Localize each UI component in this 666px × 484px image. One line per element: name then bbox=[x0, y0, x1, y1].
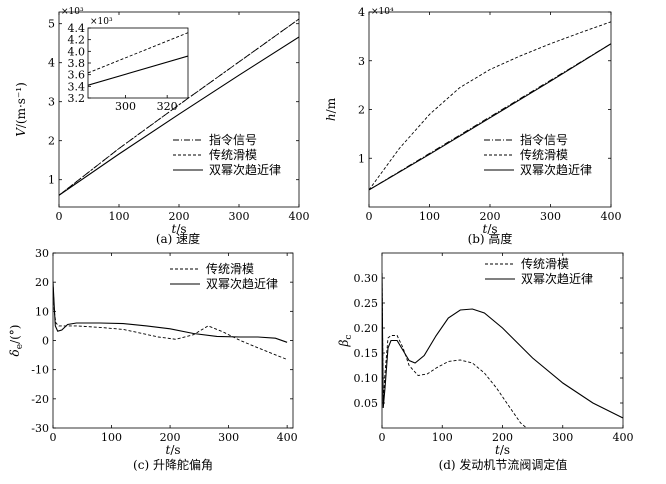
x-tick-label: 0 bbox=[50, 431, 57, 444]
inset-y-tick-label: 4.0 bbox=[68, 45, 86, 58]
x-axis-label: t/s bbox=[495, 443, 510, 457]
inset-y-tick-label: 3.4 bbox=[68, 80, 86, 93]
x-tick-label: 100 bbox=[109, 210, 130, 223]
chart-panel-c: 0 100 200 300 400 -30 -20 -10 0 10 20 30 t/s δe/(°) (c… bbox=[8, 247, 298, 472]
y-tick-label: -30 bbox=[31, 422, 49, 435]
x-tick-label: 0 bbox=[379, 431, 386, 444]
y-tick-label: 0.30 bbox=[354, 272, 379, 285]
x-tick-label: 0 bbox=[366, 210, 373, 223]
series-line bbox=[88, 32, 188, 74]
y-tick-label: 10 bbox=[35, 305, 49, 318]
axis-multiplier: ×10³ bbox=[61, 7, 84, 17]
series-line bbox=[59, 18, 299, 196]
x-tick-label: 100 bbox=[432, 431, 453, 444]
legend-label: 指令信号 bbox=[520, 132, 568, 147]
y-tick-label: -20 bbox=[31, 393, 49, 406]
x-tick-label: 200 bbox=[492, 431, 513, 444]
y-tick-label: 1 bbox=[358, 152, 365, 165]
chart-caption: (a) 速度 bbox=[156, 231, 200, 246]
x-tick-label: 300 bbox=[218, 431, 239, 444]
x-tick-label: 200 bbox=[169, 210, 190, 223]
x-axis-label: t/s bbox=[171, 222, 186, 236]
y-tick-label: 20 bbox=[35, 276, 49, 289]
legend-label: 双幂次趋近律 bbox=[209, 163, 281, 177]
x-tick-label: 400 bbox=[277, 431, 298, 444]
y-tick-label: 4 bbox=[48, 57, 55, 70]
x-tick-label: 100 bbox=[101, 431, 122, 444]
x-tick-label: 300 bbox=[552, 431, 573, 444]
series-line bbox=[369, 43, 611, 191]
y-tick-label: -10 bbox=[31, 364, 49, 377]
x-tick-label: 400 bbox=[601, 210, 622, 223]
inset-frame bbox=[87, 27, 189, 99]
series-line bbox=[88, 55, 188, 86]
legend-label: 传统滑模 bbox=[521, 256, 569, 271]
inset-multiplier: ×10³ bbox=[90, 17, 113, 27]
y-axis-label: δe/(°) bbox=[8, 325, 25, 357]
y-axis-label: βc bbox=[337, 335, 354, 348]
y-tick-label: 0.15 bbox=[354, 347, 379, 360]
y-tick-label: 30 bbox=[35, 247, 49, 260]
x-tick-label: 100 bbox=[419, 210, 440, 223]
legend-label: 传统滑模 bbox=[206, 261, 254, 276]
inset-y-tick-label: 3.8 bbox=[68, 57, 86, 70]
inset-y-tick-label: 4.4 bbox=[68, 22, 86, 35]
legend-label: 传统滑模 bbox=[520, 147, 568, 162]
chart-caption: (d) 发动机节流阀调定值 bbox=[439, 457, 568, 472]
series-line bbox=[53, 282, 288, 360]
x-tick-label: 400 bbox=[613, 431, 634, 444]
inset-x-tick-label: 300 bbox=[115, 100, 136, 113]
inset-chart: 300 320 3.23.43.63.84.04.24.4 ×10³ bbox=[68, 17, 189, 113]
y-tick-label: 3 bbox=[48, 96, 55, 109]
x-tick-label: 300 bbox=[540, 210, 561, 223]
inset-x-tick-label: 320 bbox=[157, 100, 178, 113]
inset-y-tick-label: 3.2 bbox=[68, 92, 86, 105]
y-tick-label: 0.25 bbox=[354, 297, 379, 310]
chart-panel-a: 0 100 200 300 400 1 2 3 4 5 t/s V/(m·s⁻¹) ×10³ (a) 速度… bbox=[14, 7, 310, 246]
x-tick-label: 200 bbox=[480, 210, 501, 223]
y-tick-label: 3 bbox=[358, 55, 365, 68]
y-tick-label: 0.05 bbox=[354, 397, 379, 410]
series-line bbox=[369, 21, 611, 191]
chart-caption: (c) 升降舵偏角 bbox=[133, 457, 213, 472]
y-tick-label: 4 bbox=[358, 6, 365, 19]
chart-panel-d: 0 100 200 300 400 0.05 0.10 0.15 0.20 0.25 0.30 t/s… bbox=[337, 252, 634, 472]
y-tick-label: 2 bbox=[48, 135, 55, 148]
y-tick-label: 0.10 bbox=[354, 372, 379, 385]
x-axis-label: t/s bbox=[482, 222, 497, 236]
legend-label: 双幂次趋近律 bbox=[206, 277, 278, 291]
y-tick-label: 1 bbox=[48, 174, 55, 187]
legend-label: 传统滑模 bbox=[209, 147, 257, 162]
y-tick-label: 2 bbox=[358, 104, 365, 117]
x-tick-label: 200 bbox=[160, 431, 181, 444]
series-line bbox=[382, 272, 623, 419]
x-tick-label: 400 bbox=[289, 210, 310, 223]
series-line bbox=[382, 272, 527, 428]
axis-multiplier: ×10⁴ bbox=[371, 7, 394, 17]
inset-y-tick-label: 4.2 bbox=[68, 34, 86, 47]
inset-y-tick-label: 3.6 bbox=[68, 69, 86, 82]
legend-label: 指令信号 bbox=[209, 132, 257, 147]
y-axis-label: V/(m·s⁻¹) bbox=[14, 82, 28, 137]
x-tick-label: 300 bbox=[229, 210, 250, 223]
y-axis-label: h/m bbox=[324, 97, 338, 121]
y-tick-label: 5 bbox=[48, 18, 55, 31]
y-tick-label: 0.20 bbox=[354, 322, 379, 335]
legend-label: 双幂次趋近律 bbox=[520, 163, 592, 177]
x-tick-label: 0 bbox=[56, 210, 63, 223]
chart-caption: (b) 高度 bbox=[468, 231, 513, 246]
chart-panel-b: 0 100 200 300 400 1 2 3 4 t/s h/m ×10⁴ (b) 高度 指令信号传统滑… bbox=[324, 6, 622, 246]
x-axis-label: t/s bbox=[165, 443, 180, 457]
series-line bbox=[53, 282, 288, 343]
series-line bbox=[59, 36, 299, 196]
plot-frame bbox=[368, 11, 612, 208]
legend-label: 双幂次趋近律 bbox=[521, 272, 593, 286]
y-tick-label: 0 bbox=[42, 335, 49, 348]
